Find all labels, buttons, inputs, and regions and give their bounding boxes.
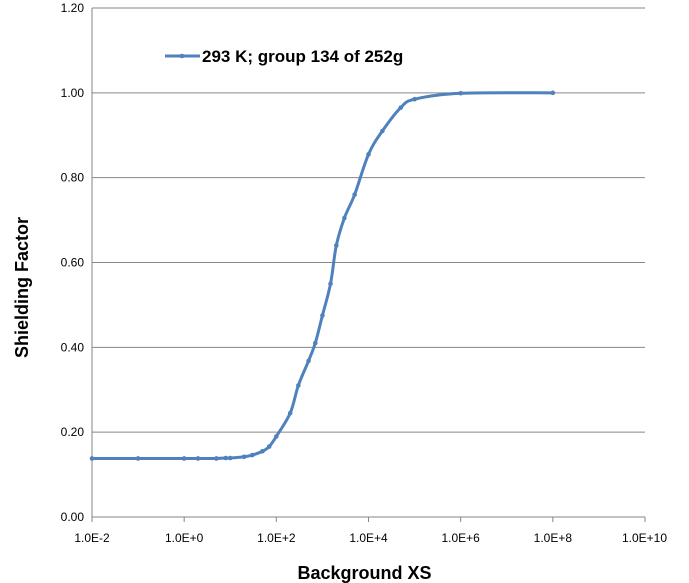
data-point	[195, 456, 201, 461]
data-point	[89, 456, 95, 461]
axes	[91, 8, 646, 522]
data-point	[328, 281, 333, 287]
data-point	[135, 456, 141, 461]
data-point	[296, 383, 301, 388]
y-tick-label: 0.00	[61, 510, 85, 524]
data-point	[550, 90, 556, 96]
data-point	[412, 96, 417, 102]
data-point	[320, 313, 325, 318]
y-tick-labels: 0.00 0.20 0.40 0.60 0.80 1.00 1.20	[61, 1, 85, 524]
data-point	[366, 152, 371, 157]
data-point	[227, 455, 233, 461]
y-tick-label: 0.60	[61, 256, 85, 270]
data-point	[249, 452, 255, 458]
x-tick-label: 1.0E+2	[257, 531, 296, 545]
x-tick-labels: 1.0E-2 1.0E+0 1.0E+2 1.0E+4 1.0E+6 1.0E+8 1.0E…	[74, 531, 667, 545]
legend-label: 293 K; group 134 of 252g	[202, 47, 403, 66]
data-point	[306, 358, 311, 364]
data-point	[274, 434, 279, 439]
y-axis-title: Shielding Factor	[12, 217, 32, 358]
data-point	[287, 410, 293, 416]
data-point	[312, 340, 318, 346]
y-tick-label: 1.20	[61, 1, 85, 15]
y-gridlines	[92, 7, 645, 433]
data-point	[181, 456, 187, 461]
y-tick-label: 1.00	[61, 86, 85, 100]
data-point	[214, 456, 219, 461]
x-tick-label: 1.0E+0	[165, 531, 204, 545]
x-tick-label: 1.0E+6	[441, 531, 480, 545]
data-series	[89, 90, 556, 461]
data-point	[260, 448, 265, 454]
data-point	[333, 243, 339, 248]
y-tick-label: 0.40	[61, 340, 85, 354]
y-tick-label: 0.80	[61, 171, 85, 185]
data-point	[241, 454, 247, 460]
data-point	[342, 215, 347, 221]
data-point	[266, 444, 272, 449]
legend: 293 K; group 134 of 252g	[165, 47, 403, 66]
x-tick-label: 1.0E+4	[349, 531, 388, 545]
x-tick-label: 1.0E+8	[534, 531, 573, 545]
legend-marker	[179, 53, 185, 59]
series-line	[92, 91, 553, 460]
data-point	[352, 192, 357, 197]
x-axis-title: Background XS	[297, 563, 431, 583]
x-tick-label: 1.0E-2	[74, 531, 110, 545]
data-point	[398, 105, 404, 110]
x-tick-label: 1.0E+10	[622, 531, 667, 545]
y-tick-label: 0.20	[61, 425, 85, 439]
data-point	[380, 128, 385, 134]
data-point	[223, 455, 229, 461]
data-point	[458, 90, 463, 96]
